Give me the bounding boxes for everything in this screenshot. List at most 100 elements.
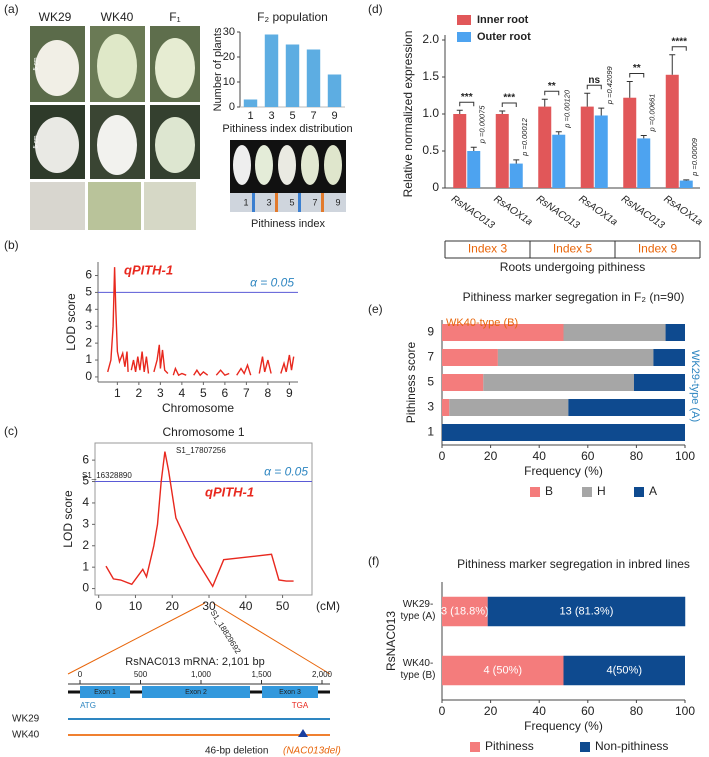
scale-bar-label: 5 cm [34,135,40,148]
legend-swatch [470,742,480,752]
y-tick-label: 10 [223,76,235,88]
y-axis-label: RsNAC013 [384,611,398,671]
panel-label: (f) [368,554,379,568]
chart-title: F₂ population [257,10,328,24]
line-label: WK40 [12,730,40,741]
legend-swatch [457,32,471,42]
bar [679,180,693,188]
photos [30,26,346,230]
marker-label: S1_18829692 [209,608,243,655]
bar-segment [563,655,685,686]
bar-segment [442,324,564,341]
x-tick-label: 80 [630,704,644,718]
strip-label: 5 [289,197,294,207]
legend-swatch [530,487,540,497]
y-tick-label: 0 [85,369,92,383]
bar-segment [487,596,686,627]
y-tick-label: 1.5 [422,69,439,83]
group-label: Index 3 [468,242,508,256]
x-tick-label: 40 [533,704,547,718]
bar-segment [449,399,569,416]
x-tick-label: 30 [202,599,216,613]
y-axis-label: Relative normalized expression [401,31,415,198]
deletion-marker [298,729,308,737]
significance-bracket [459,101,475,107]
p-value: p =0.00661 [648,94,657,133]
threshold-label: α = 0.05 [264,465,308,479]
error-bar [598,107,605,116]
significance-bracket [544,90,560,96]
x-axis-label: Pithiness index distribution [222,123,352,135]
panel-label: (d) [368,2,383,16]
x-tick-label: 10 [129,599,143,613]
bar-segment [442,349,498,366]
error-bar [683,179,690,181]
legend-swatch [580,742,590,752]
scale-tick-label: 500 [134,670,148,679]
panel-label: (b) [4,238,19,252]
y-tick-label: WK40-type (B) [400,657,436,681]
x-tick-label: RsNAC013 [449,194,497,232]
x-tick-label: 5 [289,110,295,122]
error-bar [584,92,591,107]
bar [509,163,523,188]
significance-label: ** [548,81,556,92]
x-tick-label: 6 [222,386,229,400]
lod-line [107,267,295,377]
x-tick-label: RsNAC013 [619,194,667,232]
y-tick-label: 3 [427,400,434,414]
y-axis-label: LOD score [64,293,78,351]
significance-label: *** [461,92,473,103]
bar-segment [442,655,564,686]
bar-segment [497,349,654,366]
value-label: 3 (18.8%) [441,605,489,617]
x-tick-label: 0 [95,599,102,613]
bar [665,74,679,188]
bar [623,97,637,188]
x-tick-label: 7 [243,386,250,400]
bar [580,106,594,188]
x-tick-label: 20 [484,449,498,463]
error-bar [456,109,463,114]
annotation: WK40-type (B) [446,317,518,329]
p-value: p =0.00075 [478,105,487,145]
significance-label: ** [633,63,641,74]
chart-title: Chromosome 1 [162,425,244,439]
legend-label: A [649,484,657,498]
significance-label: ns [588,75,600,86]
significance-label: **** [671,36,687,47]
deletion-name: (NAC013del) [283,746,341,757]
error-bar [541,98,548,107]
p-value: p =0.42099 [605,66,614,106]
exon [80,686,130,698]
lod-line [105,451,294,588]
bar [594,115,608,188]
bar-segment [633,374,685,391]
zoom-lines [67,602,331,675]
x-tick-label: 40 [239,599,253,613]
x-tick-label: 2 [136,386,143,400]
legend-label: Outer root [477,31,531,43]
x-tick-label: 80 [630,449,644,463]
bar-segment [563,324,666,341]
y-tick-label: 4 [85,301,92,315]
deletion-label: 46-bp deletion [205,746,268,757]
p-value: p =0.00012 [520,117,529,157]
x-tick-label: 1 [114,386,121,400]
y-tick-label: 1 [82,559,89,573]
stop-codon: TGA [292,701,309,710]
legend-label: Inner root [477,14,529,26]
y-tick-label: 4 [82,495,89,509]
scale-tick-label: 1,500 [251,670,272,679]
strip-label: 9 [335,197,340,207]
x-tick-label: RsNAC013 [534,194,582,232]
bar-segment [442,596,488,627]
genotype-label: WK29 [39,10,72,24]
x-unit: (cM) [316,599,340,613]
bar-segment [442,424,685,441]
error-bar [640,134,647,139]
x-tick-label: 20 [484,704,498,718]
legend-label: Non-pithiness [595,739,668,753]
bar-segment [483,374,634,391]
y-tick-label: 1.0 [422,106,439,120]
